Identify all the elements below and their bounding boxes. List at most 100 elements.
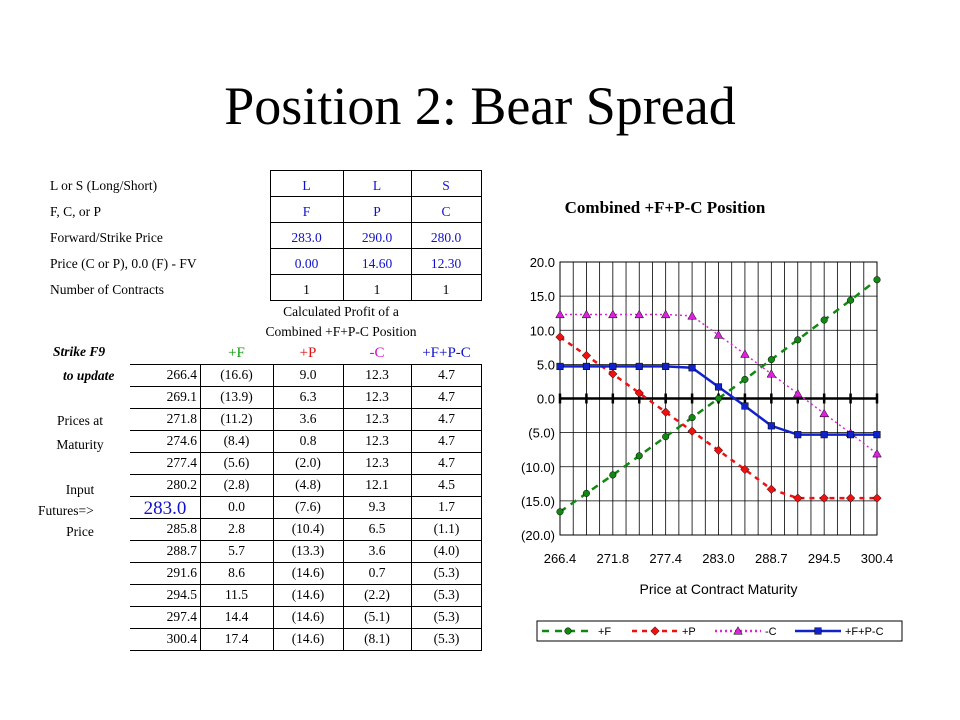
- grid-line: [130, 628, 482, 629]
- input-label-long-short: L or S (Long/Short): [50, 178, 158, 193]
- profit-cell: 12.3: [365, 367, 389, 382]
- profit-cell: (2.8): [223, 477, 250, 492]
- price-cell: 300.4: [166, 631, 197, 646]
- data-point: [650, 626, 660, 636]
- data-point: [819, 408, 829, 418]
- data-point: [814, 627, 822, 635]
- input-cell[interactable]: 12.30: [430, 256, 462, 271]
- x-tick-label: 288.7: [755, 551, 788, 566]
- data-point: [634, 309, 644, 319]
- profit-cell: (7.6): [295, 499, 321, 514]
- input-cell[interactable]: 1: [373, 282, 381, 297]
- data-point: [556, 362, 564, 370]
- grid-line: [481, 170, 482, 301]
- profit-cell: (5.3): [433, 587, 460, 602]
- grid-line: [343, 170, 344, 301]
- data-point: [740, 349, 750, 358]
- data-point: [873, 276, 881, 284]
- price-cell: 269.1: [166, 389, 197, 404]
- profit-cell: 3.6: [299, 411, 317, 426]
- data-point: [713, 445, 724, 456]
- profit-caption: Calculated Profit of a: [283, 304, 399, 319]
- data-point: [872, 448, 882, 458]
- data-point: [820, 316, 828, 324]
- data-point: [713, 330, 724, 339]
- profit-cell: 6.3: [299, 389, 317, 404]
- profit-cell: (4.0): [433, 543, 460, 558]
- input-cell[interactable]: L: [302, 178, 311, 193]
- y-tick-label: 10.0: [530, 323, 555, 338]
- profit-cell: (2.2): [364, 587, 390, 602]
- input-cell[interactable]: S: [442, 178, 450, 193]
- x-axis-label: Price at Contract Maturity: [640, 581, 798, 597]
- profit-cell: 17.4: [224, 631, 249, 646]
- legend-label: +P: [682, 626, 696, 638]
- input-cell[interactable]: 283.0: [291, 230, 322, 245]
- profit-cell: 0.8: [299, 433, 317, 448]
- grid-line: [130, 430, 482, 431]
- data-point: [845, 493, 856, 503]
- input-cell[interactable]: 290.0: [361, 230, 393, 245]
- input-cell[interactable]: 1: [303, 282, 310, 297]
- futures-price-input[interactable]: 283.0: [143, 498, 187, 519]
- data-point: [661, 407, 671, 417]
- x-tick-label: 271.8: [597, 551, 630, 566]
- data-point: [794, 431, 802, 439]
- input-cell[interactable]: P: [373, 204, 381, 219]
- profit-header-c: -C: [369, 345, 385, 361]
- profit-cell: (13.3): [291, 543, 325, 558]
- input-futures-label: Price: [66, 524, 94, 539]
- grid-line: [130, 386, 482, 387]
- data-point: [635, 362, 643, 370]
- data-point: [687, 426, 697, 436]
- data-point: [582, 362, 590, 370]
- data-point: [609, 362, 617, 370]
- grid-line: [270, 222, 482, 223]
- profit-cell: (1.1): [433, 521, 460, 536]
- profit-caption: Combined +F+P-C Position: [265, 324, 417, 339]
- data-point: [767, 422, 775, 430]
- data-point: [662, 433, 670, 441]
- price-cell: 297.4: [166, 609, 197, 624]
- input-cell[interactable]: 1: [442, 282, 450, 297]
- profit-cell: 0.7: [368, 565, 386, 580]
- input-cell[interactable]: 280.0: [430, 230, 462, 245]
- strike-hint: to update: [63, 368, 115, 383]
- data-point: [714, 394, 723, 403]
- profit-cell: (5.3): [433, 609, 460, 624]
- payoff-chart: Combined +F+P-C Position 20.0 15.0 10.0 5.0 0…: [521, 198, 903, 642]
- input-cell[interactable]: 0.00: [294, 256, 319, 271]
- grid-line: [130, 540, 482, 541]
- price-cell: 280.2: [166, 477, 197, 492]
- profit-cell: 12.3: [365, 389, 389, 404]
- slide-title: Position 2: Bear Spread: [224, 76, 736, 136]
- profit-cell: (5.6): [223, 455, 250, 470]
- data-point: [687, 311, 697, 320]
- grid-line: [130, 474, 482, 475]
- legend-label: +F+P-C: [845, 626, 884, 638]
- grid-line: [130, 496, 482, 497]
- data-point: [819, 493, 829, 503]
- price-cell: 274.6: [166, 433, 197, 448]
- profit-cell: (5.1): [364, 609, 390, 624]
- data-point: [608, 369, 618, 379]
- grid-line: [130, 584, 482, 585]
- input-cell[interactable]: 14.60: [361, 256, 393, 271]
- legend-box: [536, 620, 903, 642]
- profit-cell: (14.6): [291, 565, 325, 580]
- input-cell[interactable]: F: [302, 204, 311, 219]
- profit-cell: (16.6): [220, 367, 253, 382]
- data-point: [714, 383, 723, 391]
- profit-cell: 12.3: [365, 411, 389, 426]
- profit-cell: (2.0): [295, 455, 321, 470]
- input-cell[interactable]: C: [441, 204, 451, 219]
- profit-cell: 4.7: [438, 433, 455, 448]
- grid-line: [130, 650, 482, 651]
- input-cell[interactable]: L: [372, 178, 382, 193]
- data-point: [793, 388, 803, 398]
- input-label-strike: Forward/Strike Price: [50, 230, 163, 245]
- price-cell: 277.4: [166, 455, 197, 470]
- data-point: [660, 309, 671, 319]
- x-tick-label: 283.0: [702, 551, 735, 566]
- y-tick-label: 15.0: [530, 289, 555, 304]
